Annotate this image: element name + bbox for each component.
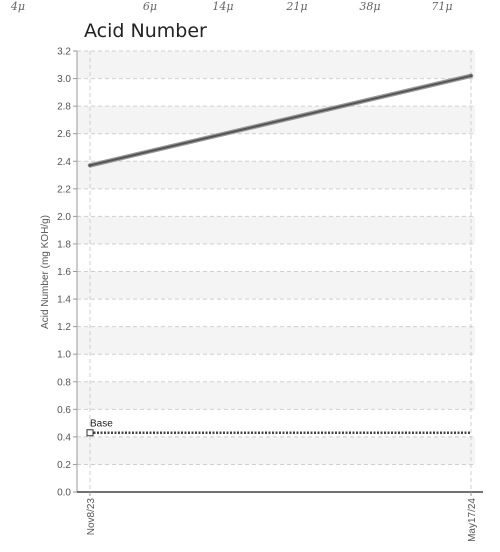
grid-band [77, 161, 475, 189]
series-point [469, 74, 473, 78]
top-tick-label: 21μ [285, 0, 307, 13]
y-tick-label: 2.0 [57, 212, 71, 223]
y-tick-label: 0.8 [57, 377, 71, 388]
series-line [89, 74, 472, 167]
grid-band [77, 436, 475, 465]
y-tick-label: 1.2 [57, 322, 71, 333]
y-tick-label: 1.6 [57, 267, 71, 278]
y-tick-label: 2.6 [57, 129, 71, 140]
top-tick-label: 71μ [431, 0, 452, 13]
y-tick-label: 1.8 [57, 239, 71, 250]
y-tick-label: 0.6 [57, 405, 71, 416]
y-tick-label: 0.4 [57, 432, 71, 443]
grid-band [77, 271, 475, 300]
grid-band [77, 381, 475, 410]
plot-bands [77, 51, 475, 465]
top-tick-label: 4μ [10, 0, 25, 13]
y-tick-label: 3.0 [57, 74, 71, 85]
y-tick-labels: 0.0 0.2 0.4 0.6 0.8 1.0 1.2 1.4 1.6 1.8 2.0 2.2 2.4 2… [57, 47, 77, 499]
x-tick-labels: Nov8/23 May17/24 [86, 492, 478, 542]
x-tick-label: Nov8/23 [86, 498, 97, 536]
y-tick-label: 3.2 [57, 47, 71, 58]
y-tick-label: 1.4 [57, 295, 71, 306]
x-tick-label: May17/24 [467, 498, 478, 542]
top-tick-label: 14μ [212, 0, 233, 13]
series-point [88, 163, 92, 167]
y-tick-label: 1.0 [57, 350, 71, 361]
series-group [87, 73, 474, 168]
y-tick-label: 0.2 [57, 460, 71, 471]
baseline-group: Base [86, 419, 471, 437]
baseline-label: Base [90, 419, 113, 430]
chart-title: Acid Number [84, 20, 207, 42]
y-tick-label: 0.0 [57, 488, 71, 499]
baseline-marker [86, 429, 94, 437]
grid-lines [77, 50, 475, 493]
y-tick-label: 2.8 [57, 102, 71, 113]
y-tick-label: 2.2 [57, 184, 71, 195]
grid-band [77, 216, 475, 244]
grid-band [77, 326, 475, 355]
grid-band [77, 51, 475, 79]
y-tick-label: 2.4 [57, 157, 71, 168]
y-axis-label: Acid Number (mg KOH/g) [40, 215, 51, 329]
top-axis: 4μ 6μ 14μ 21μ 38μ 71μ [10, 0, 453, 13]
top-tick-label: 38μ [359, 0, 380, 13]
top-tick-label: 6μ [143, 0, 157, 13]
